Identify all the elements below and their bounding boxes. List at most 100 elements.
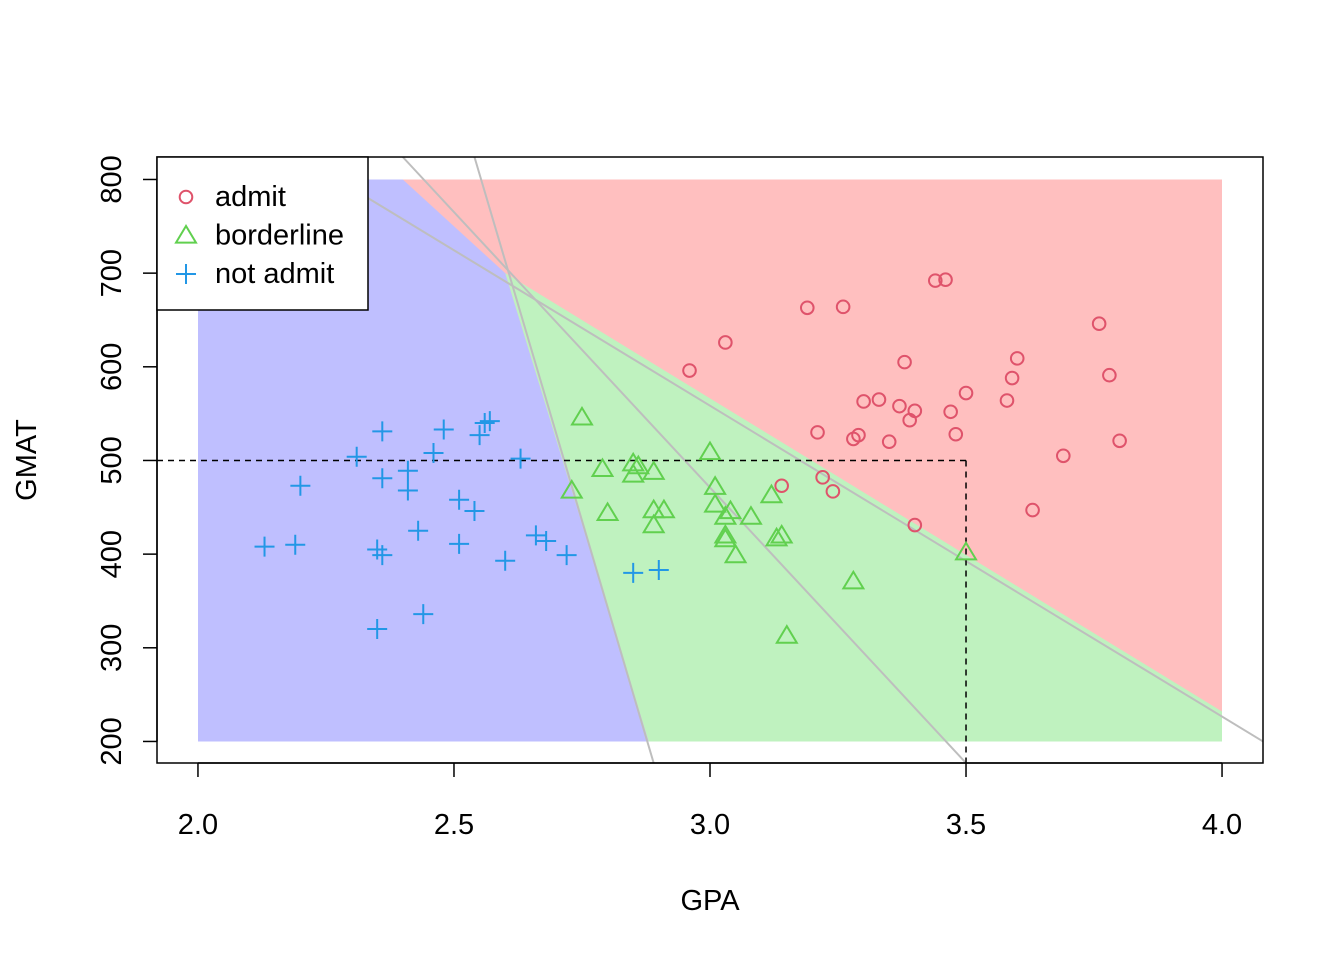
legend-marker-not-admit <box>176 264 196 284</box>
point-admit <box>718 335 733 350</box>
point-not-admit <box>285 534 306 555</box>
point-not-admit <box>525 525 546 546</box>
point-not-admit <box>372 421 393 442</box>
y-tick-label: 700 <box>96 249 128 297</box>
y-tick-label: 200 <box>96 717 128 765</box>
point-admit <box>999 393 1015 408</box>
point-admit <box>907 517 923 533</box>
point-admit <box>1009 351 1025 366</box>
point-borderline <box>713 505 738 525</box>
series-admit <box>682 272 1127 533</box>
point-admit <box>682 363 697 378</box>
point-admit <box>871 392 887 407</box>
point-admit <box>1025 502 1040 518</box>
point-not-admit <box>367 619 388 640</box>
legend: admit borderline not admit <box>156 156 369 311</box>
point-admit <box>815 470 830 485</box>
point-borderline <box>570 405 594 426</box>
y-axis-title: GMAT <box>11 419 43 501</box>
point-not-admit <box>433 419 454 440</box>
point-admit <box>1004 370 1020 386</box>
point-admit <box>825 484 841 499</box>
point-admit <box>774 478 789 494</box>
point-not-admit <box>367 539 388 560</box>
y-tick-label: 600 <box>96 343 128 391</box>
point-not-admit <box>648 560 669 581</box>
point-admit <box>958 385 974 401</box>
y-tick-label: 500 <box>96 436 128 484</box>
point-not-admit <box>495 550 516 571</box>
legend-label-borderline: borderline <box>215 220 344 252</box>
point-borderline <box>595 501 620 522</box>
legend-label-not-admit: not admit <box>215 258 334 290</box>
y-axis: 200 300 400 500 600 700 800 <box>96 155 158 766</box>
point-borderline <box>775 624 799 644</box>
point-borderline <box>718 499 743 520</box>
point-borderline <box>954 540 978 561</box>
point-admit <box>1056 448 1071 464</box>
point-admit <box>902 412 917 428</box>
legend-box <box>156 156 369 311</box>
y-tick-label: 400 <box>96 530 128 578</box>
point-not-admit <box>510 448 531 469</box>
point-admit <box>943 404 958 420</box>
point-not-admit <box>372 468 393 489</box>
point-not-admit <box>254 536 275 557</box>
point-borderline <box>641 513 666 534</box>
point-not-admit <box>397 460 418 481</box>
y-tick-label: 800 <box>96 155 128 203</box>
point-borderline <box>621 463 645 483</box>
point-not-admit <box>556 545 577 566</box>
point-not-admit <box>623 562 644 583</box>
y-tick-label: 300 <box>96 624 128 672</box>
point-borderline <box>621 451 645 472</box>
x-tick-label: 2.5 <box>434 809 474 841</box>
point-not-admit <box>474 413 495 434</box>
point-admit <box>835 299 851 315</box>
point-not-admit <box>408 520 429 541</box>
series-not-admit <box>254 411 669 640</box>
legend-label-admit: admit <box>215 181 286 213</box>
point-borderline <box>713 527 738 548</box>
point-admit <box>1091 316 1107 332</box>
point-not-admit <box>449 533 470 554</box>
point-admit <box>846 431 861 447</box>
point-admit <box>810 425 825 440</box>
legend-marker-borderline <box>174 224 198 244</box>
x-tick-label: 3.5 <box>946 809 986 841</box>
point-admit <box>938 272 953 287</box>
point-borderline <box>698 440 722 461</box>
point-admit <box>1102 367 1117 383</box>
boundary-line-1 <box>402 156 967 764</box>
boundary-line-3 <box>299 156 1264 743</box>
point-borderline <box>769 523 794 544</box>
x-axis-title: GPA <box>680 885 740 917</box>
point-not-admit <box>372 545 393 566</box>
point-not-admit <box>346 446 367 467</box>
point-admit <box>881 434 897 450</box>
point-admit <box>948 426 964 442</box>
point-not-admit <box>469 425 490 446</box>
point-borderline <box>764 526 789 547</box>
point-not-admit <box>464 501 485 522</box>
point-admit <box>799 300 815 316</box>
point-not-admit <box>397 480 418 501</box>
point-borderline <box>713 523 738 544</box>
point-admit <box>856 394 871 409</box>
series-borderline <box>560 405 978 644</box>
point-borderline <box>652 498 676 519</box>
x-axis: 2.0 2.5 3.0 3.5 4.0 <box>178 762 1242 841</box>
point-admit <box>892 398 907 414</box>
point-borderline <box>703 493 727 513</box>
x-tick-label: 2.0 <box>178 809 218 841</box>
x-tick-label: 4.0 <box>1202 809 1242 841</box>
point-borderline <box>841 569 866 590</box>
point-admit <box>1112 433 1127 449</box>
point-admit <box>927 273 943 288</box>
point-admit <box>897 354 912 370</box>
data-points <box>254 272 1127 644</box>
point-not-admit <box>479 411 500 432</box>
point-borderline <box>641 460 666 480</box>
point-not-admit <box>449 489 470 510</box>
